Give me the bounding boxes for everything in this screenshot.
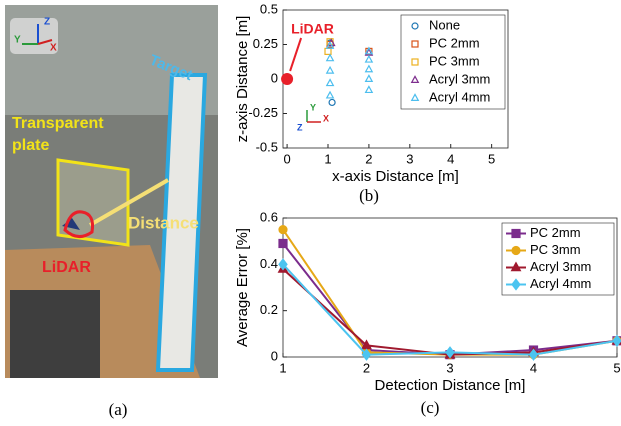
legend-marker xyxy=(411,40,419,48)
marker xyxy=(364,46,374,55)
legend-label: Acryl 3mm xyxy=(530,259,591,274)
marker xyxy=(278,258,288,271)
marker xyxy=(325,53,335,62)
marker xyxy=(445,346,455,359)
annotation-arrow xyxy=(289,37,303,72)
x-tick-label: 2 xyxy=(365,151,372,166)
x-tick-label: 2 xyxy=(363,360,370,375)
y-tick-label: 0.2 xyxy=(260,302,278,317)
marker xyxy=(278,224,288,235)
legend-label: PC 2mm xyxy=(429,35,480,50)
marker xyxy=(278,238,288,249)
y-tick-label: 0.5 xyxy=(260,1,278,16)
axis-label: Y xyxy=(310,102,316,112)
marker xyxy=(325,78,335,87)
x-tick-label: 4 xyxy=(447,151,454,166)
axis-label: Z xyxy=(297,122,303,132)
x-axis-label: Detection Distance [m] xyxy=(375,377,526,394)
x-tick-label: 3 xyxy=(406,151,413,166)
marker xyxy=(325,90,335,99)
marker xyxy=(361,348,372,361)
marker xyxy=(612,334,621,347)
legend-box xyxy=(501,222,615,296)
axis-arrow xyxy=(37,39,53,45)
x-axis-label: x-axis Distance [m] xyxy=(332,168,459,185)
x-tick-label: 4 xyxy=(530,360,537,375)
marker xyxy=(325,65,335,74)
legend-marker xyxy=(411,58,419,66)
legend-marker xyxy=(511,278,521,291)
y-tick-label: -0.5 xyxy=(256,139,278,154)
y-tick-label: -0.25 xyxy=(248,105,278,120)
photo-target xyxy=(155,73,208,372)
marker xyxy=(364,64,374,73)
legend-marker xyxy=(410,75,420,84)
photo-label: plate xyxy=(12,137,49,154)
legend-label: PC 3mm xyxy=(530,242,581,257)
photo-label: Distance xyxy=(128,213,199,232)
marker xyxy=(528,348,539,361)
caption: (a) xyxy=(109,400,128,419)
y-tick-label: 0.6 xyxy=(260,209,278,224)
y-tick-label: 0.4 xyxy=(260,256,278,271)
legend-marker xyxy=(511,228,521,239)
axis-label: Z xyxy=(44,17,50,28)
legend-label: Acryl 3mm xyxy=(429,71,490,86)
legend-label: Acryl 4mm xyxy=(429,89,490,104)
y-tick-label: 0 xyxy=(271,70,278,85)
photo: Z Y X Target Transparent plate Distance … xyxy=(5,5,218,419)
x-tick-label: 1 xyxy=(279,360,286,375)
legend-marker xyxy=(411,22,419,30)
axis-label: Y xyxy=(14,35,21,46)
photo-label: Transparent xyxy=(12,115,104,132)
x-tick-label: 5 xyxy=(488,151,495,166)
caption: (c) xyxy=(421,398,440,417)
marker xyxy=(364,54,374,63)
x-tick-label: 5 xyxy=(613,360,620,375)
annotation: LiDAR xyxy=(291,21,334,37)
lidar-dot xyxy=(281,73,294,85)
y-tick-label: 0 xyxy=(271,348,278,363)
legend-marker xyxy=(410,93,420,102)
x-tick-label: 0 xyxy=(283,151,290,166)
legend-label: PC 3mm xyxy=(429,53,480,68)
axis-label: X xyxy=(323,113,329,123)
photo-lidar-outline xyxy=(63,210,94,238)
caption: (b) xyxy=(359,186,379,205)
marker xyxy=(364,74,374,83)
y-axis-label: z-axis Distance [m] xyxy=(234,16,251,143)
photo-box xyxy=(10,290,100,378)
axis-label: X xyxy=(50,43,57,54)
legend-label: None xyxy=(429,17,460,32)
legend-marker xyxy=(510,261,522,272)
marker xyxy=(364,85,374,94)
y-tick-label: 0.25 xyxy=(253,36,278,51)
legend-label: Acryl 4mm xyxy=(530,276,591,291)
legend-marker xyxy=(511,245,521,256)
photo-distance-arrow xyxy=(89,178,169,227)
marker xyxy=(328,98,336,107)
photo-label: LiDAR xyxy=(42,259,91,276)
x-tick-label: 3 xyxy=(446,360,453,375)
marker xyxy=(325,41,335,49)
legend-label: PC 2mm xyxy=(530,225,581,240)
x-tick-label: 1 xyxy=(324,151,331,166)
y-axis-label: Average Error [%] xyxy=(234,228,251,347)
